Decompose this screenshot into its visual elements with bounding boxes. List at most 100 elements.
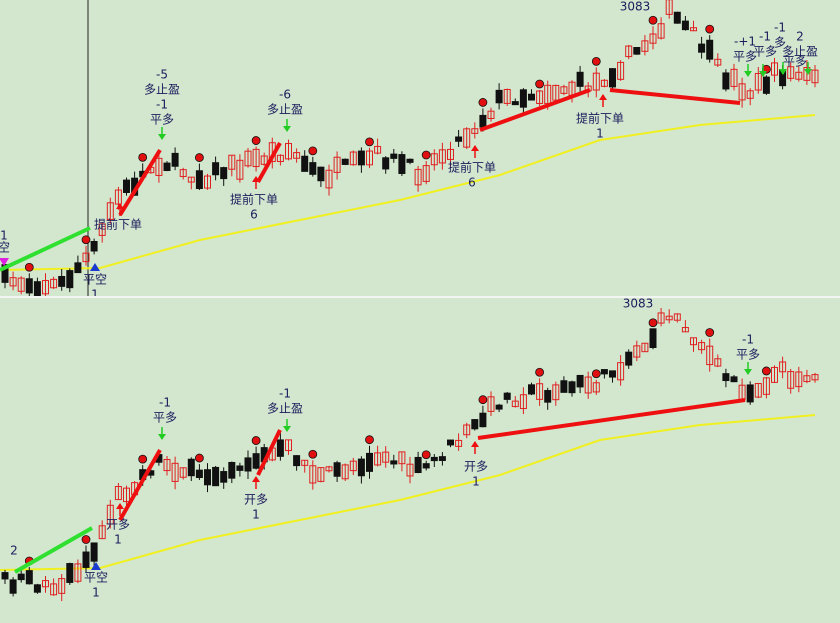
signal-dot: [24, 262, 34, 272]
candle-body: [552, 84, 560, 101]
signal-arrow-head: [599, 94, 607, 100]
candle-body: [625, 45, 633, 58]
candle-body: [609, 370, 616, 378]
signal-dot: [421, 150, 431, 160]
signal-dot: [591, 56, 601, 66]
candle-body: [511, 101, 519, 106]
candle-body: [536, 90, 544, 104]
signal-dot: [762, 366, 771, 376]
candle-body: [228, 461, 236, 479]
candle-body: [487, 110, 495, 119]
signal-arrow-head: [471, 441, 479, 447]
candle-body: [600, 79, 608, 87]
candle-body: [471, 128, 479, 134]
candle-body: [503, 392, 511, 400]
signal-label: -1: [774, 21, 786, 35]
signal-label: 提前下单: [230, 192, 278, 207]
candle-body: [171, 462, 179, 482]
candle-body: [503, 88, 511, 104]
signal-dot: [81, 535, 91, 544]
signal-triangle: [90, 263, 100, 271]
candle-body: [657, 312, 665, 324]
candle-body: [382, 157, 390, 170]
candle-body: [366, 150, 373, 166]
candle-body: [795, 371, 803, 388]
candle-body: [236, 159, 244, 180]
peak-label: 3083: [623, 297, 654, 311]
candle-body: [698, 342, 706, 351]
top-panel: 30831空提前下单平空1-5多止盈-1平多提前下单6-6多止盈提前下单6提前下…: [0, 0, 819, 302]
candle-body: [722, 72, 730, 90]
signal-label: -5: [156, 68, 168, 82]
candle-body: [617, 61, 625, 80]
signal-label: -1: [742, 333, 754, 347]
candle-body: [681, 20, 689, 31]
candle-body: [33, 584, 41, 593]
candle-body: [706, 345, 714, 366]
signal-dot: [365, 137, 374, 147]
candle-body: [204, 175, 211, 189]
signal-arrow-head: [158, 434, 166, 440]
signal-arrow-head: [471, 145, 479, 151]
candle-body: [592, 382, 600, 393]
candle-body: [179, 467, 187, 478]
candle-body: [552, 384, 560, 401]
signal-dot: [478, 98, 488, 107]
candle-body: [1, 572, 9, 580]
candle-body: [803, 375, 811, 383]
signal-arrow-head: [759, 71, 767, 77]
signal-label: 1: [472, 475, 480, 489]
candle-body: [422, 165, 430, 182]
candle-body: [762, 377, 770, 395]
candle-body: [25, 278, 33, 294]
candle-body: [438, 456, 446, 461]
signal-arrow-head: [252, 476, 260, 482]
signal-label: 1: [114, 533, 122, 547]
candle-body: [17, 277, 25, 292]
signal-label: 平多: [783, 55, 807, 69]
candle-body: [722, 373, 730, 382]
candle-body: [698, 43, 706, 53]
candle-body: [803, 67, 811, 81]
candle-body: [74, 563, 82, 582]
candle-body: [519, 89, 527, 108]
candle-body: [66, 270, 74, 289]
candle-body: [357, 150, 365, 166]
candle-body: [90, 240, 98, 252]
signal-dot: [308, 449, 318, 459]
trend-line: [256, 142, 282, 183]
candle-body: [690, 27, 697, 32]
candle-body: [625, 351, 633, 366]
signal-arrow-head: [116, 203, 124, 209]
candle-body: [42, 280, 49, 295]
trend-line: [477, 398, 746, 440]
signal-dot: [535, 79, 544, 89]
candle-body: [641, 342, 649, 353]
candle-body: [50, 583, 58, 596]
candle-body: [690, 337, 697, 346]
candle-body: [544, 390, 552, 403]
signal-label: 平多: [736, 348, 760, 362]
candle-body: [349, 460, 357, 472]
candle-body: [163, 162, 171, 172]
candle-body: [374, 452, 382, 466]
candle-body: [641, 40, 649, 52]
candle-body: [511, 400, 519, 408]
candle-body: [244, 150, 252, 167]
candle-body: [390, 153, 398, 159]
signal-label: 1: [91, 288, 99, 302]
signal-label: 多止盈: [144, 83, 180, 97]
candle-body: [293, 152, 301, 159]
candle-body: [649, 328, 657, 348]
candle-body: [617, 362, 625, 381]
signal-arrow-head: [283, 126, 291, 132]
candle-body: [90, 542, 98, 562]
signal-label: 1: [252, 508, 260, 522]
candle-body: [285, 439, 292, 452]
signal-label: 2: [796, 30, 804, 44]
candle-body: [42, 580, 49, 588]
signal-label: 空: [0, 241, 10, 255]
candle-body: [673, 313, 681, 321]
candle-body: [58, 275, 66, 287]
signal-arrow-head: [158, 134, 166, 140]
